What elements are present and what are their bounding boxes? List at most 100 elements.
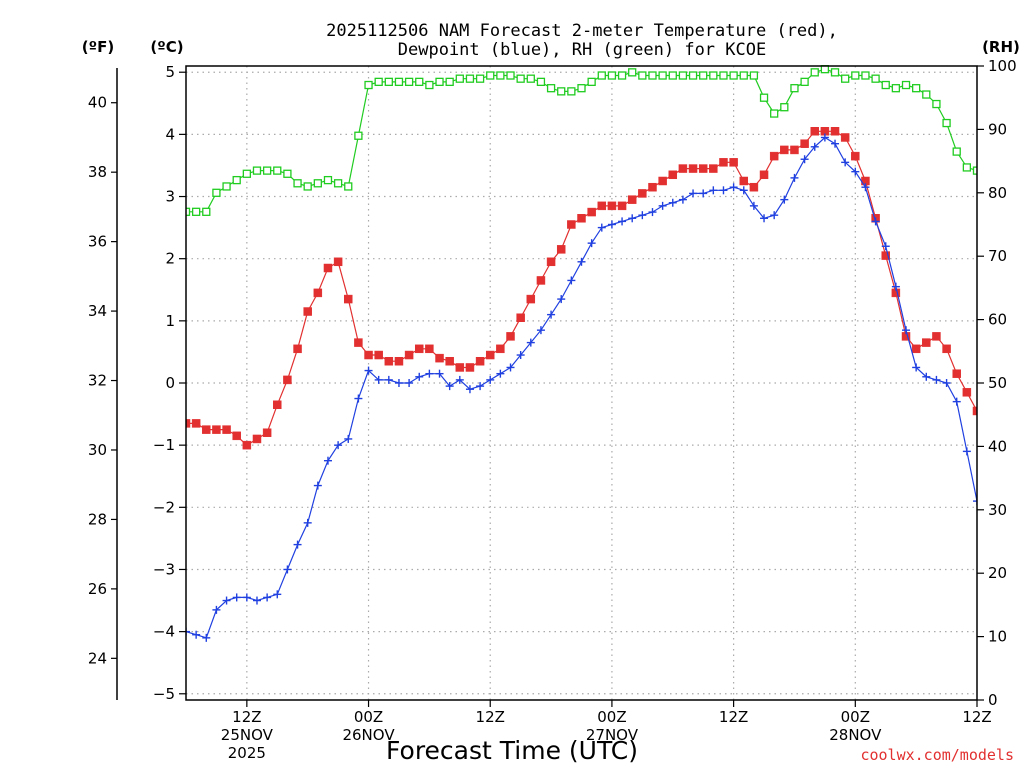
temperature-point: [567, 220, 576, 229]
temperature-point: [496, 344, 505, 354]
dewpoint-point: [618, 217, 627, 226]
rh-point: [526, 74, 535, 83]
rh-point: [719, 71, 728, 80]
celsius-tick-label: −3: [153, 560, 175, 578]
rh-point: [810, 68, 819, 77]
dewpoint-point: [790, 173, 799, 182]
dewpoint-point: [242, 593, 251, 602]
rh-point: [567, 87, 576, 96]
temperature-point: [354, 338, 363, 347]
temperature-point: [790, 145, 799, 155]
dewpoint-point: [415, 372, 424, 381]
rh-point: [709, 71, 718, 80]
temperature-point: [952, 369, 961, 378]
rh-point: [628, 68, 637, 77]
rh-point: [486, 71, 495, 80]
time-tick-label: 00Z: [354, 708, 383, 726]
rh-point: [901, 80, 911, 90]
dewpoint-point: [354, 394, 363, 403]
temperature-point: [303, 307, 312, 316]
temperature-point: [374, 350, 383, 360]
rh-tick-label: 40: [988, 437, 1007, 455]
dewpoint-point: [293, 540, 302, 549]
dewpoint-point: [597, 223, 606, 232]
rh-point: [942, 118, 951, 128]
fahrenheit-tick-label: 24: [88, 649, 107, 667]
temperature-point: [942, 344, 951, 354]
dewpoint-point: [222, 596, 231, 605]
dewpoint-point: [902, 326, 911, 335]
dewpoint-point: [628, 214, 637, 223]
dewpoint-point: [952, 397, 961, 406]
dewpoint-point: [202, 633, 211, 642]
rh-point: [445, 77, 454, 86]
rh-tick-label: 50: [988, 374, 1007, 392]
rh-point: [415, 77, 424, 86]
fahrenheit-axis-unit: (ºF): [82, 38, 114, 56]
temperature-point: [739, 176, 749, 186]
dewpoint-point: [496, 369, 505, 378]
celsius-tick-label: 2: [165, 250, 175, 268]
temperature-point: [577, 214, 586, 223]
rh-point: [770, 109, 779, 118]
rh-point: [699, 71, 708, 80]
time-tick-label: 00Z: [841, 708, 870, 726]
temperature-point: [344, 294, 353, 304]
dewpoint-point: [709, 186, 718, 195]
temperature-point: [607, 201, 617, 211]
celsius-tick-label: −1: [153, 436, 175, 454]
rh-point: [384, 77, 393, 86]
fahrenheit-tick-label: 26: [88, 580, 107, 598]
dewpoint-point: [861, 183, 870, 192]
rh-point: [729, 71, 738, 80]
temperature-point: [202, 425, 211, 434]
dewpoint-point: [932, 375, 941, 384]
temperature-point: [526, 294, 536, 304]
rh-point: [861, 71, 870, 80]
dewpoint-point: [729, 183, 738, 192]
temperature-point: [597, 201, 607, 211]
temperature-point: [800, 139, 809, 148]
rh-point: [242, 169, 251, 178]
dewpoint-point: [232, 593, 241, 602]
dewpoint-point: [749, 201, 758, 210]
dewpoint-point: [334, 441, 343, 450]
time-tick-label: 25NOV: [221, 726, 274, 744]
rh-point: [293, 179, 302, 188]
temperature-point: [810, 127, 819, 136]
rh-tick-label: 90: [988, 120, 1007, 138]
rh-point: [262, 166, 272, 175]
temperature-point: [186, 419, 191, 428]
temperature-point: [678, 164, 688, 173]
axes: −5−4−3−2−1012345010203040506070809010024…: [88, 57, 1017, 762]
dewpoint-point: [557, 295, 566, 304]
temperature-point: [212, 425, 221, 434]
rh-point: [577, 84, 586, 93]
temperature-point: [445, 356, 454, 366]
rh-point: [435, 77, 444, 86]
temperature-point: [232, 431, 241, 441]
temperature-point: [658, 176, 667, 186]
celsius-tick-label: −4: [153, 623, 175, 641]
temperature-point: [516, 313, 525, 322]
rh-point: [952, 147, 961, 156]
time-tick-label: 28NOV: [829, 726, 882, 744]
temperature-point: [698, 164, 708, 173]
time-tick-label: 12Z: [232, 708, 261, 726]
temperature-point: [932, 332, 941, 341]
rh-point: [191, 207, 201, 216]
temperature-point: [252, 434, 262, 444]
temperature-point: [546, 257, 556, 267]
rh-point: [186, 207, 191, 216]
dewpoint-point: [394, 379, 403, 387]
fahrenheit-tick-label: 32: [88, 372, 107, 390]
dewpoint-point: [760, 214, 769, 223]
temperature-point: [273, 400, 282, 410]
rh-point: [912, 84, 921, 93]
rh-axis-unit: (RH): [982, 38, 1020, 56]
temperature-point: [911, 344, 921, 354]
dewpoint-point: [476, 382, 485, 391]
dewpoint-point: [810, 142, 819, 151]
